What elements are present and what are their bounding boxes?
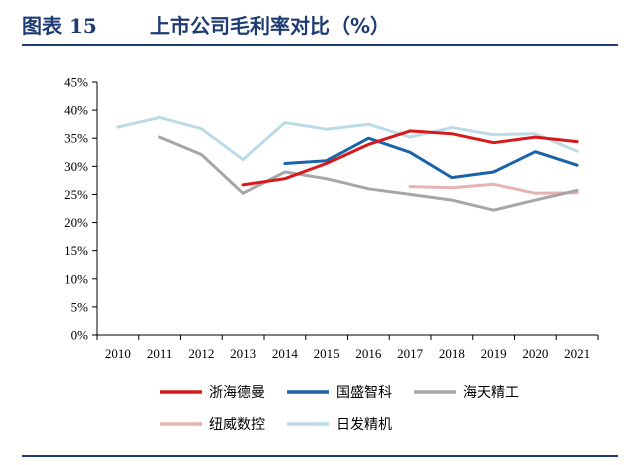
footer-rule [22, 455, 618, 457]
x-tick-label: 2016 [355, 346, 382, 361]
y-tick-label: 25% [64, 187, 88, 202]
y-tick-label: 10% [64, 271, 88, 286]
x-tick-label: 2015 [314, 346, 340, 361]
legend-label: 浙海德曼 [209, 385, 265, 401]
figure-header: 图表 15 上市公司毛利率对比（%） [0, 0, 636, 44]
x-tick-label: 2020 [522, 346, 548, 361]
x-tick-label: 2011 [147, 346, 173, 361]
legend-label: 纽威数控 [209, 417, 265, 433]
legend-label: 国盛智科 [336, 385, 392, 401]
series-line-2 [283, 136, 579, 180]
series-line-3 [158, 135, 579, 212]
y-tick-label: 45% [64, 75, 88, 90]
header-rule [22, 44, 618, 46]
y-tick-label: 20% [64, 215, 88, 230]
series-line-1 [241, 129, 579, 187]
chart-series [116, 115, 579, 212]
figure-title: 上市公司毛利率对比（%） [150, 14, 391, 38]
x-tick-label: 2010 [105, 346, 131, 361]
legend-label: 海天精工 [463, 385, 519, 401]
y-tick-label: 40% [64, 103, 88, 118]
x-tick-label: 2021 [564, 346, 590, 361]
series-line-4 [408, 182, 579, 195]
figure-label: 图表 15 [22, 14, 97, 38]
y-tick-label: 15% [64, 243, 88, 258]
y-tick-label: 30% [64, 159, 88, 174]
x-tick-label: 2014 [272, 346, 299, 361]
y-tick-label: 5% [71, 299, 89, 314]
x-tick-label: 2017 [397, 346, 424, 361]
series-line-5 [116, 115, 579, 162]
y-tick-label: 35% [64, 131, 88, 146]
y-tick-label: 0% [71, 328, 89, 343]
x-tick-label: 2013 [230, 346, 256, 361]
chart-axes: 0% 5% 10% 15% 20% 25% 30% 35% 40% 45% 2010 2011 2012… [64, 75, 599, 361]
x-tick-label: 2019 [481, 346, 507, 361]
x-tick-label: 2012 [188, 346, 214, 361]
x-tick-label: 2018 [439, 346, 465, 361]
legend-label: 日发精机 [336, 417, 392, 433]
